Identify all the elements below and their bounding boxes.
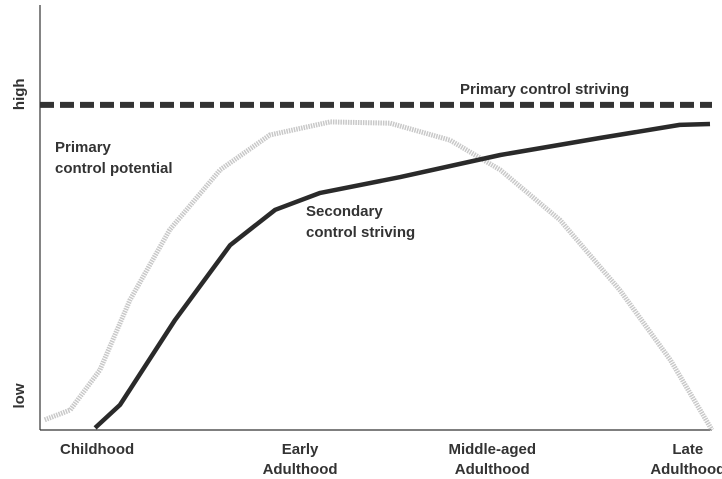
series-line bbox=[93, 121, 711, 430]
series-label: Primary control potential bbox=[55, 139, 173, 177]
x-tick-label: Early Adulthood bbox=[263, 441, 338, 478]
x-tick-label: Middle-aged Adulthood bbox=[448, 441, 536, 478]
y-tick-label: low bbox=[11, 383, 28, 408]
x-tick-label: Late Adulthood bbox=[650, 441, 722, 478]
series-label: Secondary control striving bbox=[306, 203, 415, 241]
series-label: Primary control striving bbox=[460, 81, 629, 98]
x-tick-label: Childhood bbox=[60, 441, 134, 458]
y-tick-label: high bbox=[11, 78, 28, 110]
